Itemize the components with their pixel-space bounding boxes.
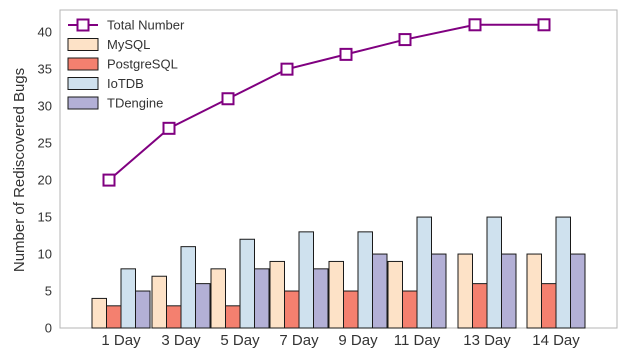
bar-mysql-3 <box>269 260 285 329</box>
bar-postgresql-4 <box>343 290 359 329</box>
x-tick-label: 7 Day <box>279 332 319 348</box>
bar-iotdb-6 <box>486 216 502 329</box>
bar-mysql-6 <box>457 253 473 329</box>
x-tick-label: 14 Day <box>532 332 580 348</box>
legend: Total Number MySQL PostgreSQL IoTDB TDengine <box>67 18 185 111</box>
bar-tdengine-6 <box>501 253 517 329</box>
bar-postgresql-3 <box>284 290 300 329</box>
y-tick-label: 0 <box>45 321 52 336</box>
total-number-line <box>108 23 544 181</box>
bar-iotdb-0 <box>120 268 136 329</box>
y-tick-label: 25 <box>38 136 52 151</box>
legend-swatch-tdengine <box>67 96 99 110</box>
bar-tdengine-3 <box>313 268 329 329</box>
legend-label-tdengine: TDengine <box>107 96 163 111</box>
legend-swatch-mysql <box>67 38 99 51</box>
bar-mysql-1 <box>151 275 167 329</box>
plot-area: 0 5 10 15 20 25 30 35 40 1 Day 3 Day 5 Day 7 Day 9 Da… <box>38 9 618 348</box>
y-tick-label: 35 <box>38 62 52 77</box>
bar-postgresql-1 <box>166 305 182 329</box>
total-number-marker-1 <box>162 121 176 135</box>
x-tick-label: 9 Day <box>338 332 378 348</box>
bar-iotdb-4 <box>357 231 373 329</box>
legend-label-total-number: Total Number <box>107 18 185 33</box>
y-tick-label: 10 <box>38 247 52 262</box>
legend-label-iotdb: IoTDB <box>107 76 144 91</box>
bar-postgresql-6 <box>472 283 488 329</box>
x-tick-label: 13 Day <box>463 332 511 348</box>
total-number-marker-0 <box>102 173 116 187</box>
bar-tdengine-4 <box>372 253 388 329</box>
bar-postgresql-2 <box>225 305 241 329</box>
bar-tdengine-5 <box>431 253 447 329</box>
bar-mysql-7 <box>526 253 542 329</box>
bar-iotdb-7 <box>555 216 571 329</box>
y-tick-label: 30 <box>38 99 52 114</box>
legend-label-mysql: MySQL <box>107 37 150 52</box>
legend-swatch-iotdb <box>67 77 99 90</box>
bar-mysql-0 <box>91 297 107 329</box>
bar-tdengine-0 <box>135 290 151 329</box>
total-number-marker-7 <box>537 18 551 32</box>
x-tick-label: 1 Day <box>101 332 141 348</box>
bar-mysql-4 <box>328 260 344 329</box>
x-tick-label: 3 Day <box>161 332 201 348</box>
legend-label-postgresql: PostgreSQL <box>107 57 178 72</box>
bar-iotdb-3 <box>298 231 314 329</box>
bar-tdengine-7 <box>570 253 586 329</box>
bar-tdengine-2 <box>254 268 270 329</box>
bar-iotdb-5 <box>416 216 432 329</box>
bar-iotdb-2 <box>239 238 255 329</box>
x-tick-label: 5 Day <box>220 332 260 348</box>
y-tick-label: 40 <box>38 25 52 40</box>
bar-iotdb-1 <box>180 246 196 329</box>
y-tick-label: 20 <box>38 173 52 188</box>
total-number-marker-2 <box>221 92 235 106</box>
bar-mysql-2 <box>210 268 226 329</box>
total-number-marker-3 <box>280 62 294 76</box>
bar-postgresql-7 <box>541 283 557 329</box>
bar-tdengine-1 <box>195 283 211 329</box>
total-number-marker-5 <box>398 33 412 47</box>
legend-line-marker <box>76 18 90 32</box>
y-axis-label: Number of Rediscovered Bugs <box>11 68 28 272</box>
total-number-marker-4 <box>339 47 353 61</box>
total-number-marker-6 <box>468 18 482 32</box>
x-tick-label: 11 Day <box>394 332 441 348</box>
y-tick-label: 5 <box>45 284 52 299</box>
bar-mysql-5 <box>387 260 403 329</box>
bar-postgresql-5 <box>402 290 418 329</box>
bar-postgresql-0 <box>106 305 122 329</box>
legend-swatch-postgresql <box>67 57 99 71</box>
y-tick-label: 15 <box>38 210 52 225</box>
